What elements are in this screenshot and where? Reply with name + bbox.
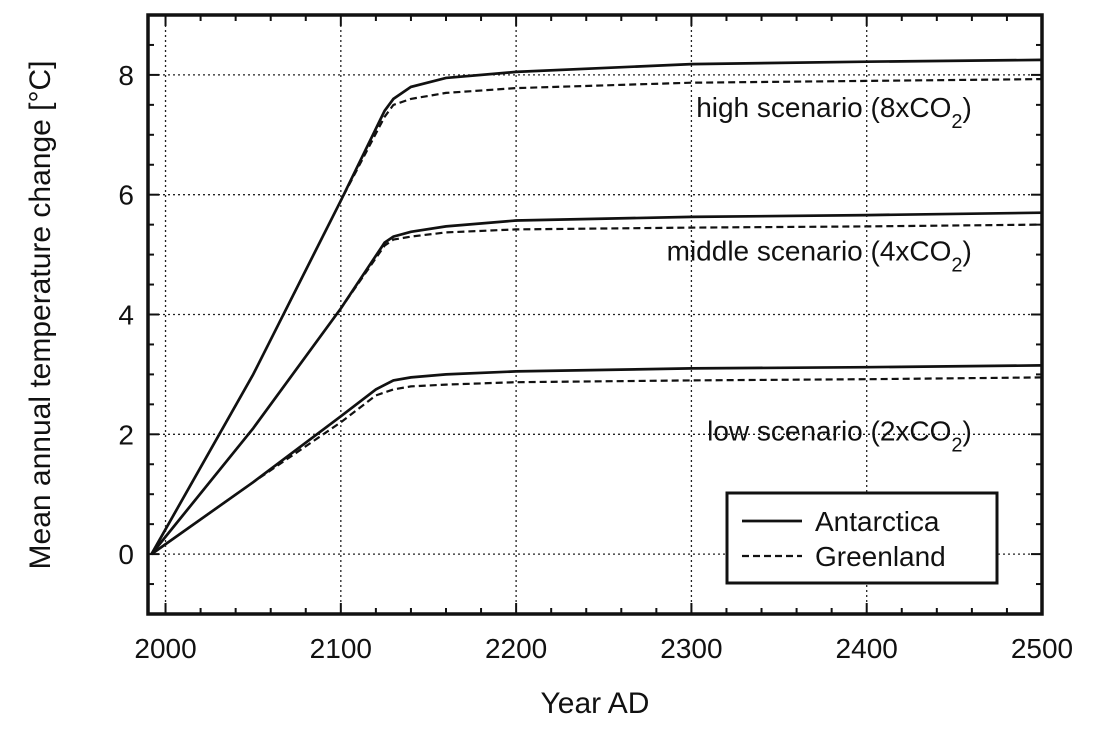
- x-tick-label-2000: 2000: [134, 633, 196, 664]
- x-axis-label: Year AD: [541, 687, 650, 720]
- legend-greenland-label: Greenland: [815, 541, 946, 572]
- y-tick-label-6: 6: [118, 180, 134, 211]
- scenario-annotations: high scenario (8xCO2) middle scenario (4x…: [667, 92, 972, 456]
- x-tick-label-2200: 2200: [485, 633, 547, 664]
- legend-antarctica-label: Antarctica: [815, 506, 940, 537]
- series-group: [150, 58, 1043, 556]
- annotation-scenario-2: low scenario (2xCO2): [707, 415, 972, 456]
- annotation-scenario-0: high scenario (8xCO2): [696, 92, 972, 133]
- series-greenland-high: [150, 78, 1043, 555]
- tick-labels: 2000 2100 2200 2300 2400 2500 0 2 4 6 8: [118, 60, 1073, 664]
- y-tick-label-8: 8: [118, 60, 134, 91]
- x-tick-label-2500: 2500: [1011, 633, 1073, 664]
- x-tick-label-2100: 2100: [310, 633, 372, 664]
- y-tick-label-4: 4: [118, 300, 134, 331]
- series-greenland-low: [150, 376, 1043, 555]
- y-tick-label-0: 0: [118, 539, 134, 570]
- series-antarctica-middle: [150, 211, 1043, 555]
- plot-frame: [146, 13, 1044, 616]
- annotation-scenario-1: middle scenario (4xCO2): [667, 236, 972, 277]
- x-tick-label-2400: 2400: [836, 633, 898, 664]
- series-greenland-middle: [150, 223, 1043, 555]
- legend: Antarctica Greenland: [725, 491, 999, 585]
- legend-box: [725, 491, 999, 585]
- x-tick-label-2300: 2300: [660, 633, 722, 664]
- y-axis-label: Mean annual temperature change [°C]: [24, 61, 57, 570]
- y-tick-label-2: 2: [118, 419, 134, 450]
- series-antarctica-low: [150, 364, 1043, 556]
